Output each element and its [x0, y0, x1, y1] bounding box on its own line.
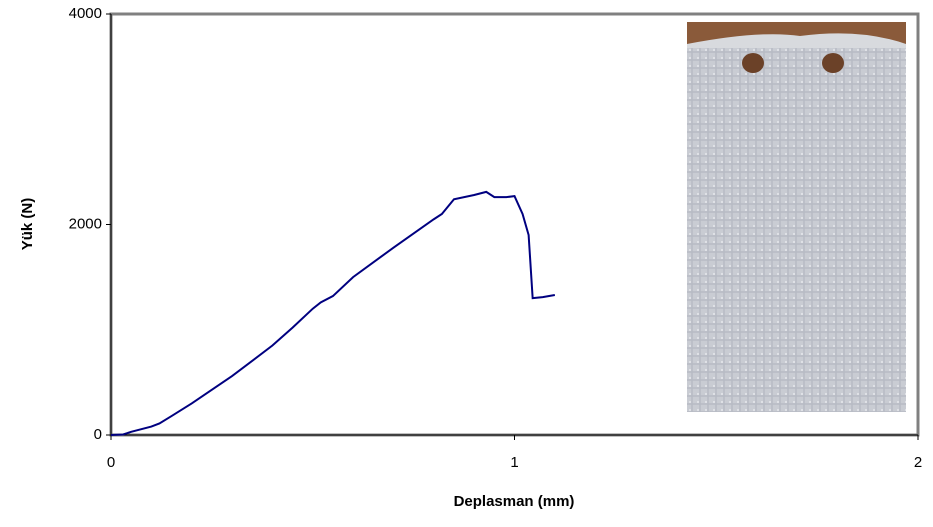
y-tick-label: 0: [94, 426, 102, 443]
x-axis-title: Deplasman (mm): [454, 493, 575, 510]
x-tick-label: 1: [510, 454, 518, 471]
y-axis-title: Yük (N): [19, 198, 36, 251]
data-line: [110, 190, 556, 436]
x-tick-label: 2: [914, 454, 922, 471]
specimen-photo: [687, 22, 906, 412]
y-tick-label: 4000: [69, 5, 102, 22]
x-tick-label: 0: [107, 454, 115, 471]
y-tick-label: 2000: [69, 215, 102, 232]
